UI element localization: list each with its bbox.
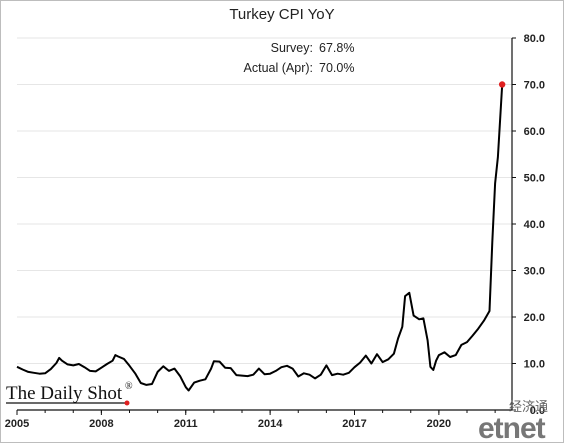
x-tick-label: 2011: [174, 418, 198, 430]
y-tick-label: 50.0: [524, 173, 545, 185]
x-tick-label: 2020: [427, 418, 451, 430]
annotation-actual-value: 70.0%: [319, 61, 354, 75]
annotation-actual-label: Actual (Apr):: [244, 61, 313, 75]
y-tick-label: 30.0: [524, 266, 545, 278]
annotation-survey-label: Survey:: [271, 41, 313, 55]
latest-point-marker: [498, 81, 506, 88]
source-logo-mark: ®: [125, 381, 133, 392]
watermark-en: etnet: [478, 412, 546, 443]
y-tick-label: 70.0: [524, 80, 545, 92]
source-logo-dot: [124, 400, 130, 406]
y-tick-label: 40.0: [524, 219, 545, 231]
source-logo-text: The Daily Shot: [6, 383, 123, 404]
chart-title: Turkey CPI YoY: [229, 6, 334, 23]
annotation-box: Survey: 67.8% Actual (Apr): 70.0%: [244, 41, 355, 75]
x-tick-label: 2017: [342, 418, 366, 430]
annotation-survey-value: 67.8%: [319, 41, 354, 55]
x-tick-label: 2014: [258, 418, 283, 430]
y-tick-label: 60.0: [524, 126, 545, 138]
source-logo: The Daily Shot ®: [6, 381, 133, 406]
y-tick-label: 10.0: [524, 359, 545, 371]
y-tick-label: 0.0: [530, 405, 545, 417]
axes: 0.0 10.0 20.0 30.0 40.0 50.0 60.0 70.0 80.0 2005 2…: [5, 33, 545, 430]
series-layer: [16, 81, 506, 392]
y-tick-label: 20.0: [524, 312, 545, 324]
watermark-cn: 经济通: [509, 399, 548, 414]
watermark: 经济通 etnet: [478, 399, 548, 443]
y-tick-label: 80.0: [524, 33, 545, 45]
x-tick-label: 2005: [5, 418, 29, 430]
x-tick-label: 2008: [89, 418, 113, 430]
series-line-cpi: [16, 84, 504, 392]
gridlines: [17, 37, 512, 364]
